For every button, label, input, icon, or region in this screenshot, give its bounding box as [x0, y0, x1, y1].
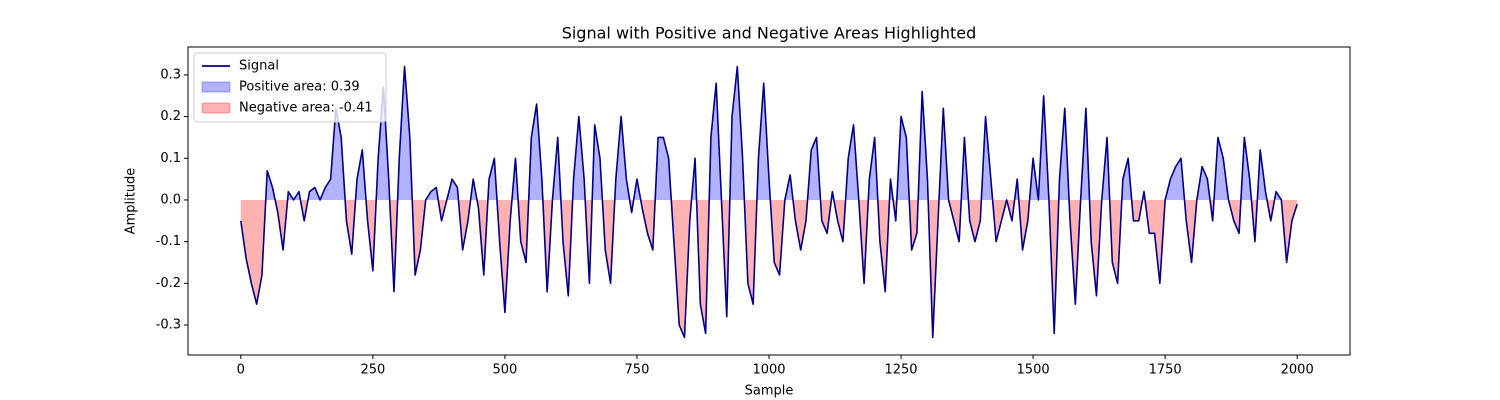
- x-tick-label: 1250: [884, 363, 917, 378]
- x-axis-label: Sample: [745, 384, 794, 399]
- x-tick-label: 500: [492, 363, 517, 378]
- x-tick-label: 250: [360, 363, 385, 378]
- chart-title: Signal with Positive and Negative Areas …: [562, 24, 977, 43]
- x-tick-label: 2000: [1281, 363, 1314, 378]
- y-axis-label: Amplitude: [124, 168, 139, 235]
- x-tick-label: 0: [237, 363, 245, 378]
- signal-line: [240, 65, 1298, 339]
- x-tick-label: 1500: [1017, 363, 1050, 378]
- legend-swatch: [201, 81, 231, 93]
- x-tick-label: 1000: [752, 363, 785, 378]
- y-tick-label: 0.0: [160, 192, 181, 207]
- legend-box: [193, 52, 387, 123]
- legend-label: Positive area: 0.39: [239, 80, 360, 95]
- y-tick-label: 0.3: [160, 67, 181, 82]
- y-tick-label: -0.3: [156, 317, 181, 332]
- y-tick-label: 0.2: [160, 109, 181, 124]
- legend-label: Signal: [239, 59, 279, 74]
- legend-label: Negative area: -0.41: [239, 101, 373, 116]
- plot-frame: [187, 46, 1351, 356]
- x-tick-label: 1750: [1149, 363, 1182, 378]
- y-tick-label: -0.1: [156, 234, 181, 249]
- y-tick-label: -0.2: [156, 276, 181, 291]
- x-tick-label: 750: [625, 363, 650, 378]
- y-tick-label: 0.1: [160, 151, 181, 166]
- legend-swatch: [201, 102, 231, 114]
